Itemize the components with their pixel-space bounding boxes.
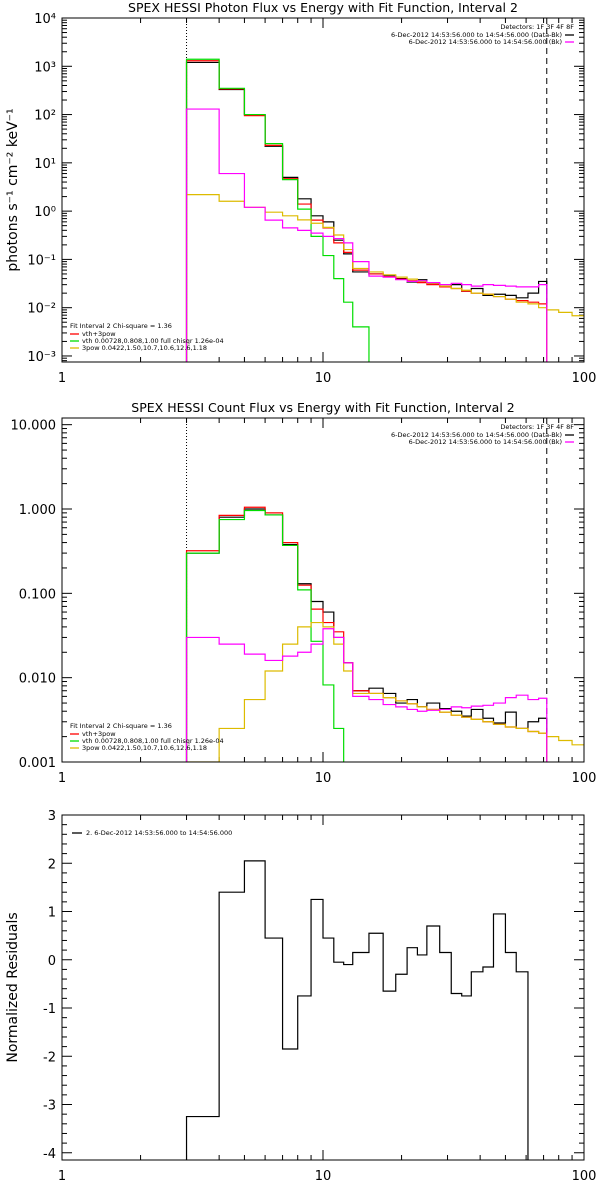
y-tick-label: 1 (48, 906, 56, 921)
legend-fit-header: Fit Interval 2 Chi-square = 1.36 (70, 722, 172, 730)
legend-entry: 3pow 0.0422,1.50,10.7,10.6,12.6,1.18 (82, 744, 207, 752)
y-tick-label: 10² (34, 109, 56, 124)
legend-entry: vth 0.00728,0.808,1.00 full chisqr 1.26e… (82, 737, 224, 745)
chart-title: SPEX HESSI Count Flux vs Energy with Fit… (131, 400, 514, 415)
y-tick-label: 10¹ (34, 157, 56, 172)
y-tick-label: -3 (43, 1099, 56, 1114)
series-line-5 (185, 108, 548, 362)
legend-entry: vth+3pow (82, 330, 116, 338)
y-tick-label: 10⁴ (34, 12, 56, 27)
x-tick-label: 100 (572, 771, 597, 786)
legend-entry: 6-Dec-2012 14:53:56.000 to 14:54:56.000 … (391, 31, 562, 39)
plot-frame (61, 814, 585, 1161)
x-tick-label: 10 (315, 771, 332, 786)
series-line-5 (185, 628, 548, 762)
y-tick-label: 10⁰ (34, 205, 56, 220)
plot-frame (61, 417, 585, 763)
y-tick-label: 3 (48, 809, 56, 824)
y-tick-label: 0.010 (19, 672, 56, 687)
chart-panel-1: SPEX HESSI Photon Flux vs Energy with Fi… (5, 0, 596, 386)
x-tick-label: 100 (572, 371, 597, 386)
legend-detectors: Detectors: 1F 3F 4F 8F (500, 23, 574, 31)
series-line-4 (185, 193, 548, 362)
series-extension-4 (546, 309, 584, 317)
y-tick-label: 10⁻³ (27, 350, 56, 365)
series-line-2 (185, 60, 548, 362)
legend-entry: 3pow 0.0422,1.50,10.7,10.6,12.6,1.18 (82, 344, 207, 352)
series-line-3 (185, 58, 384, 362)
chart-panel-3: Normalized Residuals 1 10 100 -4 -3 -2 -1 0 1 2 3 2.… (5, 809, 596, 1184)
chart-title: SPEX HESSI Photon Flux vs Energy with Fi… (128, 0, 518, 15)
series-line-2 (185, 506, 548, 762)
y-tick-label: 10.000 (11, 419, 57, 434)
series-line-4 (186, 621, 548, 762)
legend-detectors: Detectors: 1F 3F 4F 8F (500, 423, 574, 431)
legend-fit-header: Fit Interval 2 Chi-square = 1.36 (70, 322, 172, 330)
y-tick-label: 0.001 (19, 756, 56, 771)
x-tick-label: 100 (572, 1169, 597, 1184)
y-tick-label: 2 (48, 857, 56, 872)
legend-entry: vth 0.00728,0.808,1.00 full chisqr 1.26e… (82, 337, 224, 345)
x-tick-label: 1 (58, 771, 66, 786)
x-tick-label: 1 (58, 1169, 66, 1184)
series-extension-4 (546, 736, 584, 746)
legend-entry: vth+3pow (82, 730, 116, 738)
plot-frame (61, 17, 585, 363)
y-tick-label: 0.100 (19, 587, 56, 602)
y-tick-label: 10⁻² (27, 302, 56, 317)
x-tick-label: 10 (315, 371, 332, 386)
y-axis-label: photons s⁻¹ cm⁻² keV⁻¹ (5, 108, 21, 271)
series-line-3 (185, 509, 354, 762)
y-tick-label: 10³ (34, 60, 56, 75)
y-tick-label: 1.000 (19, 503, 56, 518)
chart-panel-2: SPEX HESSI Count Flux vs Energy with Fit… (11, 400, 597, 786)
y-tick-label: -4 (43, 1147, 56, 1162)
series-line-1 (185, 508, 548, 762)
legend-entry: 6-Dec-2012 14:53:56.000 to 14:54:56.000 … (391, 431, 562, 439)
x-tick-label: 1 (58, 371, 66, 386)
legend-entry: 2. 6-Dec-2012 14:53:56.000 to 14:54:56.0… (86, 829, 232, 837)
legend-entry: 6-Dec-2012 14:53:56.000 to 14:54:56.000 … (409, 38, 562, 46)
series-line-1 (185, 860, 529, 1160)
series-line-1 (185, 61, 548, 362)
y-tick-label: 10⁻¹ (27, 253, 56, 268)
y-tick-label: 0 (48, 954, 56, 969)
legend-entry: 6-Dec-2012 14:53:56.000 to 14:54:56.000 … (409, 438, 562, 446)
y-tick-label: -1 (43, 1002, 56, 1017)
y-tick-label: -2 (43, 1050, 56, 1065)
y-axis-label: Normalized Residuals (5, 912, 21, 1062)
x-tick-label: 10 (315, 1169, 332, 1184)
